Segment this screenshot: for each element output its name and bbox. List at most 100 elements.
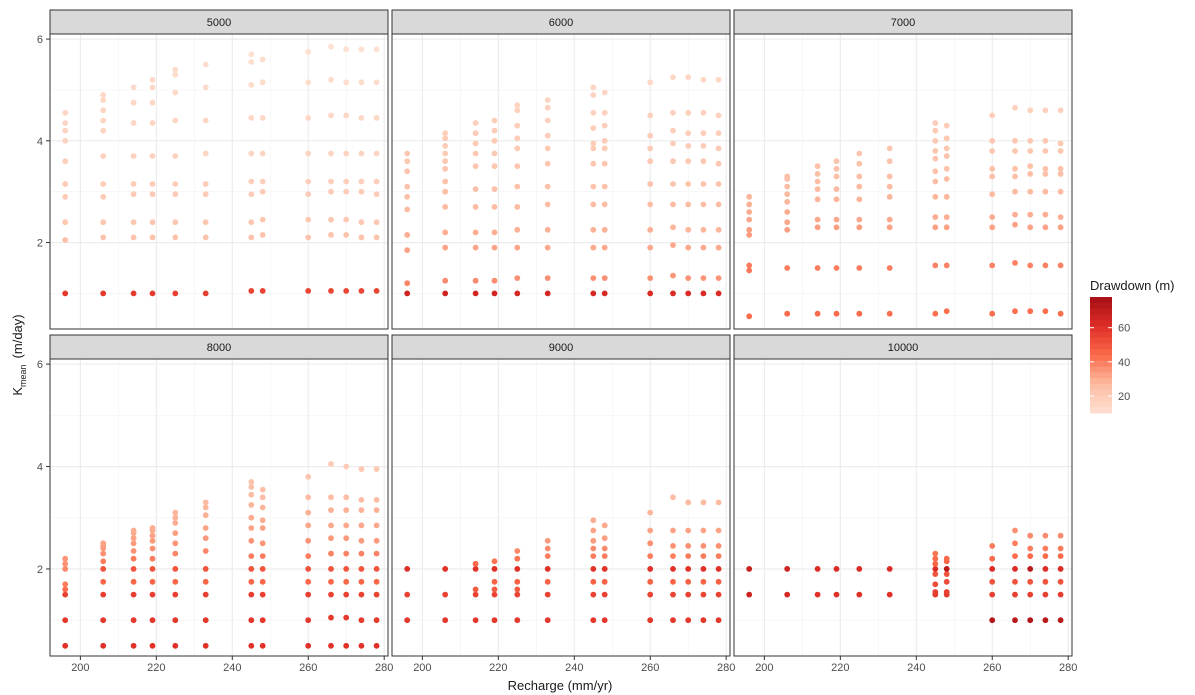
data-point (343, 578, 350, 585)
data-point (305, 494, 312, 501)
data-point (514, 578, 521, 585)
data-point (248, 115, 255, 121)
data-point (149, 537, 156, 544)
data-point (746, 232, 753, 238)
x-tick-label: 200 (413, 662, 431, 674)
data-point (544, 132, 551, 139)
data-point (647, 591, 654, 598)
data-point (886, 224, 893, 231)
data-point (305, 642, 312, 649)
data-point (259, 216, 266, 223)
data-point (784, 265, 791, 271)
data-point (700, 499, 707, 506)
data-point (670, 224, 676, 231)
facet-strip-label: 6000 (549, 17, 573, 29)
data-point (685, 553, 692, 559)
data-point (130, 191, 137, 198)
data-point (248, 591, 255, 598)
data-point (358, 642, 365, 649)
data-point (1027, 308, 1034, 315)
data-point (989, 173, 996, 180)
data-point (358, 466, 365, 472)
legend-ticks: 20 40 60 (1090, 323, 1130, 403)
data-point (100, 540, 107, 547)
data-point (202, 504, 209, 511)
data-point (172, 566, 179, 572)
data-point (784, 566, 791, 572)
data-point (130, 153, 137, 160)
data-point (1012, 137, 1018, 144)
data-point (1057, 171, 1064, 177)
data-point (814, 196, 821, 203)
data-point (1012, 527, 1018, 534)
data-point (442, 591, 449, 598)
data-point (343, 507, 350, 513)
data-point (784, 183, 791, 190)
data-point (700, 553, 707, 559)
data-point (472, 560, 479, 567)
data-point (343, 463, 350, 470)
data-point (305, 509, 312, 516)
data-point (700, 226, 707, 233)
data-point (590, 578, 597, 585)
data-point (472, 566, 479, 572)
legend-color-step (1090, 314, 1112, 321)
legend-colorbar (1090, 297, 1112, 414)
data-point (172, 509, 179, 516)
data-point (491, 586, 498, 593)
data-point (544, 617, 551, 624)
data-point (685, 591, 692, 598)
data-point (491, 277, 498, 284)
data-point (1057, 107, 1064, 114)
data-point (472, 150, 479, 157)
data-point (670, 201, 676, 208)
data-point (100, 617, 107, 624)
data-point (514, 122, 521, 129)
data-point (62, 181, 69, 187)
data-point (343, 46, 350, 53)
data-point (601, 553, 608, 559)
data-point (491, 117, 498, 124)
data-point (1027, 211, 1034, 218)
data-point (989, 191, 996, 198)
data-point (130, 566, 137, 572)
facet-panel-9000: 9000 200 220 240 260 280 (391, 334, 735, 674)
data-point (932, 127, 939, 134)
data-point (172, 591, 179, 598)
y-axis-title-main: K (10, 387, 25, 396)
data-point (259, 517, 266, 524)
data-point (715, 543, 722, 549)
data-point (670, 140, 676, 147)
data-point (943, 308, 950, 315)
data-point (491, 204, 498, 210)
y-axis-title-unit: (m/day) (10, 314, 25, 358)
data-point (814, 310, 821, 317)
data-point (590, 140, 597, 147)
data-point (472, 617, 479, 624)
data-point (149, 153, 156, 160)
data-point (62, 581, 69, 588)
data-point (544, 275, 551, 281)
data-point (1012, 540, 1018, 547)
data-point (1027, 107, 1034, 114)
data-point (248, 566, 255, 572)
y-tick-label: 6 (37, 34, 43, 46)
x-tick-label: 260 (641, 662, 659, 674)
data-point (590, 125, 597, 131)
data-point (670, 272, 676, 279)
data-point (328, 43, 334, 50)
data-point (172, 117, 179, 124)
data-point (833, 310, 840, 317)
data-point (715, 145, 722, 152)
data-point (358, 507, 365, 513)
data-point (100, 97, 107, 103)
data-point (647, 132, 654, 139)
data-point (1012, 308, 1018, 315)
data-point (746, 566, 753, 572)
panel-border (391, 358, 731, 657)
data-point (149, 591, 156, 598)
data-point (442, 165, 449, 172)
data-point (305, 115, 312, 121)
data-point (932, 155, 939, 162)
